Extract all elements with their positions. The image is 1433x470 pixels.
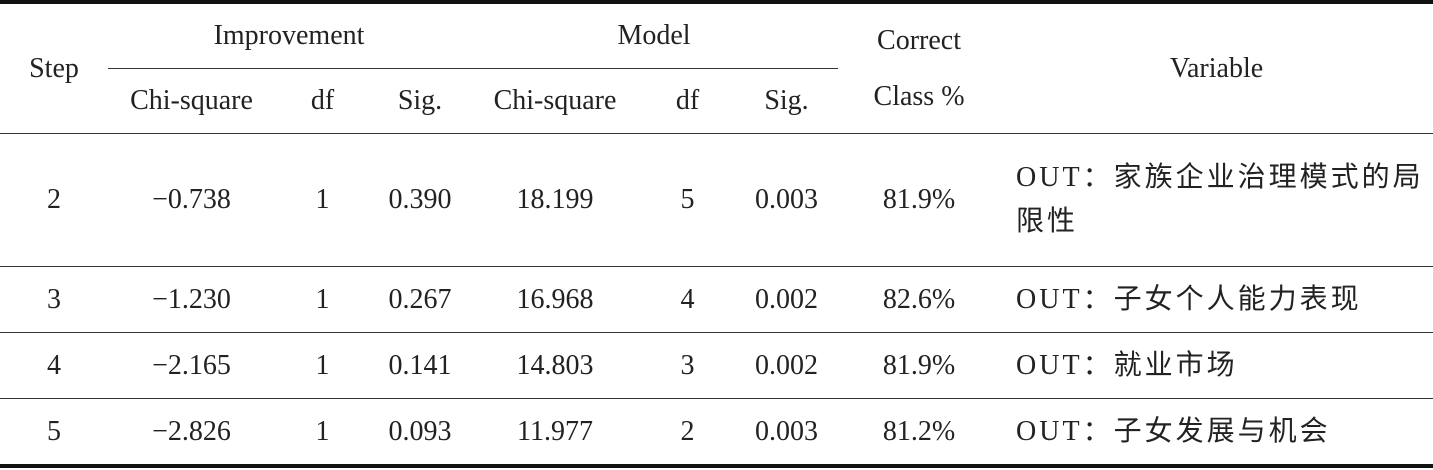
variable-cell: OUT：就业市场	[1000, 332, 1433, 399]
header-improvement: Improvement	[108, 2, 470, 69]
table-cell: 1	[275, 133, 370, 267]
table-cell: 81.9%	[838, 332, 1001, 399]
subheader-cell: df	[640, 68, 735, 134]
table-cell: 2	[0, 133, 108, 267]
table-cell: 5	[640, 133, 735, 267]
table-row: 5 −2.826 1 0.093 11.977 2 0.003 81.2% OUT：子女发展与机…	[0, 399, 1433, 467]
subheader-cell: Sig.	[370, 68, 470, 134]
table-cell: 4	[0, 332, 108, 399]
table-body: 2 −0.738 1 0.390 18.199 5 0.003 81.9% OUT：家族企业治理…	[0, 133, 1433, 467]
table-cell: 3	[0, 266, 108, 333]
subheader-cell: Chi-square	[108, 68, 275, 134]
table-cell: 82.6%	[838, 266, 1001, 333]
table-row: 3 −1.230 1 0.267 16.968 4 0.002 82.6% OUT：子女个人能力…	[0, 266, 1433, 333]
table-row: 2 −0.738 1 0.390 18.199 5 0.003 81.9% OUT：家族企业治理…	[0, 133, 1433, 267]
table-cell: 11.977	[517, 415, 593, 447]
table-cell: 0.390	[370, 133, 470, 267]
table-cell: 0.002	[735, 266, 839, 333]
table-cell: 0.267	[370, 266, 470, 333]
subheader-cell: Sig.	[735, 68, 839, 134]
table-cell: −2.826	[152, 415, 231, 447]
table-cell: 81.9%	[838, 133, 1001, 267]
table-cell: 2	[680, 415, 695, 447]
table-cell: 1	[275, 332, 370, 399]
table-cell: 0.002	[735, 332, 839, 399]
table-cell: −1.230	[108, 266, 275, 333]
table-cell: 0.003	[755, 415, 819, 447]
table-cell: 0.141	[370, 332, 470, 399]
table-cell: 1	[315, 415, 330, 447]
subheader-row: Chi-square df Sig. Chi-square df Sig.	[0, 68, 1433, 134]
header-correct-line: Class %	[873, 80, 965, 112]
table-cell: 0.003	[735, 133, 839, 267]
subheader-cell: df	[275, 68, 370, 134]
variable-cell: OUT：子女个人能力表现	[1000, 266, 1433, 333]
table-cell: 5	[47, 415, 61, 447]
header-step: Step	[0, 2, 108, 134]
table-cell: 0.093	[388, 415, 452, 447]
variable-cell: OUT：家族企业治理模式的局限性	[1000, 133, 1433, 267]
table-cell: 18.199	[470, 133, 640, 267]
variable-cell: OUT：子女发展与机会	[1016, 415, 1331, 447]
table-cell: 3	[640, 332, 735, 399]
header-variable: Variable	[1000, 2, 1433, 134]
header-model: Model	[470, 2, 839, 69]
header-correct-line: Correct	[877, 24, 962, 56]
header-correct: Correct Class %	[838, 2, 1001, 134]
table-cell: 1	[275, 266, 370, 333]
subheader-cell: Chi-square	[470, 68, 640, 134]
table-cell: 81.2%	[882, 415, 956, 447]
table-cell: 14.803	[470, 332, 640, 399]
table-cell: −2.165	[108, 332, 275, 399]
table-cell: 4	[640, 266, 735, 333]
table-row: 4 −2.165 1 0.141 14.803 3 0.002 81.9% OUT：就业市场	[0, 332, 1433, 399]
table-cell: −0.738	[108, 133, 275, 267]
table-cell: 16.968	[470, 266, 640, 333]
